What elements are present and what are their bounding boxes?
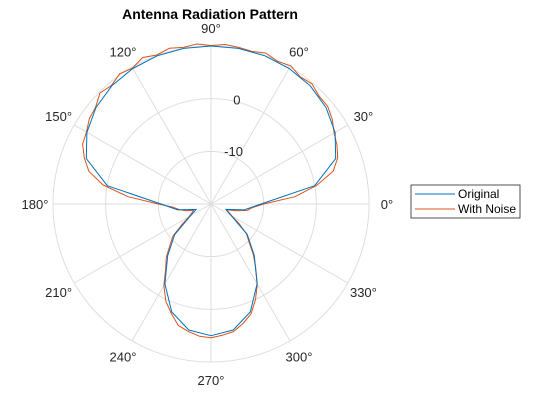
angular-tick-label: 0° [381,197,393,212]
legend-label-with-noise: With Noise [458,202,516,216]
polar-grid [52,45,370,363]
angular-grid-line [210,124,349,205]
angular-grid-line [210,203,291,342]
angular-tick-label: 150° [45,109,72,124]
legend-label-original: Original [458,187,499,201]
angular-grid-line [210,66,291,205]
legend: Original With Noise [410,184,521,219]
chart-title: Antenna Radiation Pattern [122,6,298,22]
angular-tick-labels: 0° 30° 60° 90° 120° 150° 180° 210° 240° 270° 300° 3… [22,21,394,388]
angular-tick-label: 120° [110,45,137,60]
radial-tick-labels: -10 0 [224,92,243,159]
legend-box [410,184,521,219]
angular-tick-label: 180° [22,197,49,212]
angular-tick-label: 300° [286,349,313,364]
angular-tick-label: 330° [350,285,377,300]
radial-tick-label: -10 [224,144,243,159]
angular-grid-line [131,66,212,205]
angular-grid-line [210,203,349,284]
angular-grid-line [73,124,212,205]
angular-tick-label: 240° [110,349,137,364]
angular-tick-label: 30° [354,109,374,124]
angular-tick-label: 90° [201,21,221,36]
angular-tick-label: 270° [198,373,225,388]
angular-tick-label: 210° [45,285,72,300]
series-line-original [85,45,337,337]
angular-tick-label: 60° [289,45,309,60]
angular-grid-line [131,203,212,342]
radial-tick-label: 0 [233,92,240,107]
series-lines [82,43,339,339]
